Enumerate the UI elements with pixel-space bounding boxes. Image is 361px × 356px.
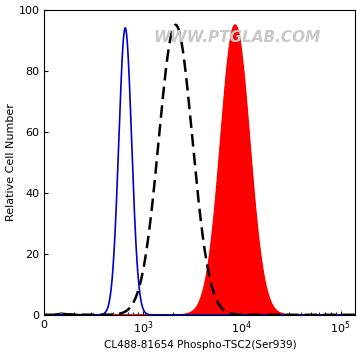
Y-axis label: Relative Cell Number: Relative Cell Number bbox=[5, 103, 16, 221]
Text: WWW.PTGLAB.COM: WWW.PTGLAB.COM bbox=[153, 30, 321, 44]
X-axis label: CL488-81654 Phospho-TSC2(Ser939): CL488-81654 Phospho-TSC2(Ser939) bbox=[104, 340, 296, 350]
